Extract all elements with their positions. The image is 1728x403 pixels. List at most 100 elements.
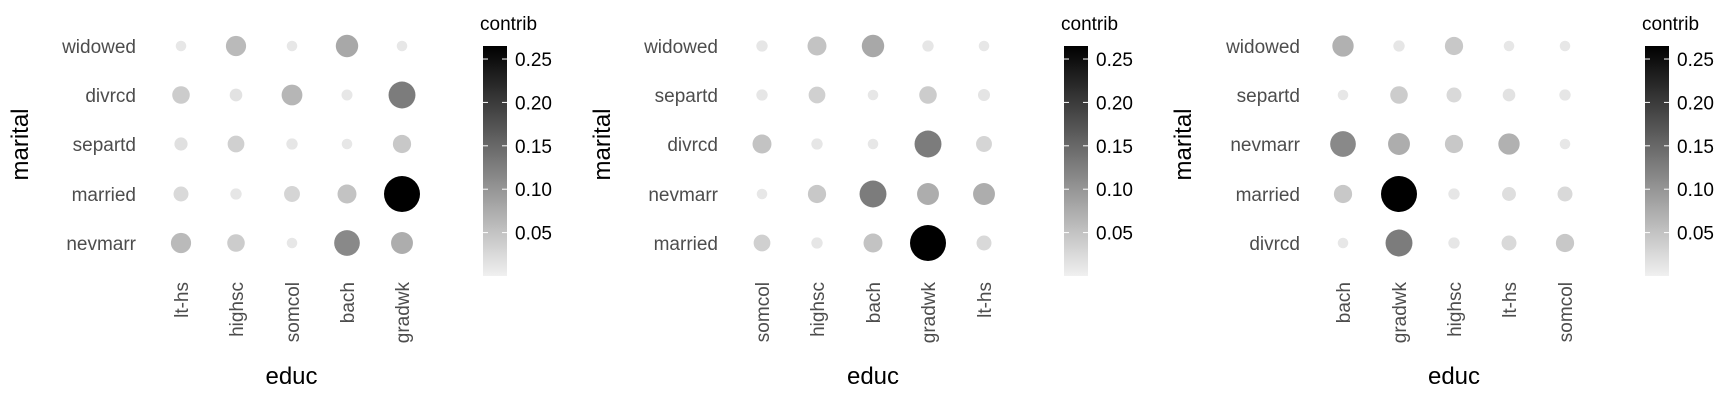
legend-tick-label: 0.10 — [1677, 180, 1714, 201]
balloon-point — [861, 34, 885, 58]
balloon-point — [384, 176, 420, 212]
balloon-point — [173, 186, 189, 202]
x-tick-label: lt-hs — [1500, 282, 1521, 318]
balloon-point — [1332, 35, 1354, 57]
legend-tick-label: 0.05 — [1096, 224, 1133, 245]
legend-tick-label: 0.25 — [515, 50, 552, 71]
y-tick-label: divrcd — [85, 86, 136, 107]
balloon-point — [1448, 237, 1460, 249]
balloon-point — [807, 184, 827, 204]
balloon-point — [1502, 187, 1516, 201]
balloon-point — [229, 88, 243, 102]
balloon-point — [284, 186, 300, 202]
x-axis-title: educ — [1428, 363, 1480, 390]
x-tick-label: bach — [1334, 282, 1355, 323]
x-tick-label: somcol — [1556, 282, 1577, 342]
balloon-point — [286, 138, 298, 150]
balloon-point — [388, 81, 416, 109]
legend-colorbar — [483, 46, 507, 276]
balloon-point — [286, 237, 298, 249]
balloon-point — [922, 40, 934, 52]
balloon-point — [1337, 89, 1349, 101]
legend-tick-label: 0.20 — [1677, 93, 1714, 114]
legend-tick-label: 0.15 — [1096, 137, 1133, 158]
y-tick-label: married — [72, 185, 136, 206]
x-tick-label: highsc — [808, 282, 829, 337]
x-tick-label: highsc — [1445, 282, 1466, 337]
balloon-point — [341, 89, 353, 101]
x-axis-title: educ — [265, 363, 317, 390]
balloon-point — [1393, 40, 1405, 52]
y-axis-title: marital — [589, 108, 616, 180]
balloon-point — [976, 235, 992, 251]
panel-3: widowed separtd nevmarr married divrcd bach gr… — [1170, 14, 1714, 390]
y-tick-label: separtd — [73, 135, 136, 156]
y-tick-label: separtd — [655, 86, 718, 107]
x-tick-label: lt-hs — [975, 282, 996, 318]
x-tick-label: bach — [864, 282, 885, 323]
panel-2: widowed separtd divrcd nevmarr married somcol… — [589, 14, 1133, 390]
balloon-point — [1333, 184, 1353, 204]
x-tick-label: gradwk — [919, 282, 940, 344]
balloon-point — [1559, 40, 1571, 52]
legend-tick-label: 0.20 — [515, 93, 552, 114]
x-tick-label: gradwk — [393, 282, 414, 344]
balloon-point — [227, 234, 245, 252]
y-tick-label: widowed — [61, 37, 136, 58]
balloon-point — [391, 232, 413, 254]
balloon-point — [1502, 88, 1516, 102]
balloon-point — [1503, 40, 1515, 52]
y-tick-label: divrcd — [667, 135, 718, 156]
y-tick-label: nevmarr — [66, 234, 136, 255]
legend-tick-label: 0.25 — [1677, 50, 1714, 71]
x-tick-label: lt-hs — [172, 282, 193, 318]
balloon-point — [752, 134, 772, 154]
balloon-point — [808, 86, 826, 104]
legend-colorbar — [1645, 46, 1669, 276]
y-tick-label: widowed — [643, 37, 718, 58]
y-axis-title: marital — [1170, 108, 1197, 180]
balloon-point — [174, 137, 188, 151]
balloon-point — [335, 34, 359, 58]
legend-tick-label: 0.10 — [1096, 180, 1133, 201]
balloon-point — [756, 40, 768, 52]
balloon-point — [859, 180, 887, 208]
y-tick-label: widowed — [1225, 37, 1300, 58]
x-axis-title: educ — [847, 363, 899, 390]
balloon-point — [396, 40, 408, 52]
legend-tick-label: 0.25 — [1096, 50, 1133, 71]
balloon-point — [977, 88, 991, 102]
y-tick-label: married — [1236, 185, 1300, 206]
legend-tick-label: 0.05 — [1677, 224, 1714, 245]
legend-tick-label: 0.10 — [515, 180, 552, 201]
balloon-point — [175, 40, 187, 52]
balloon-point — [973, 183, 995, 205]
legend-title: contrib — [1061, 14, 1118, 35]
balloon-point — [227, 135, 245, 153]
balloon-point — [286, 40, 298, 52]
balloon-point — [867, 138, 879, 150]
x-tick-label: bach — [338, 282, 359, 323]
balloon-point — [919, 86, 937, 104]
balloon-point — [807, 36, 827, 56]
balloon-point — [1498, 133, 1520, 155]
legend-colorbar — [1064, 46, 1088, 276]
balloon-point — [753, 234, 771, 252]
y-tick-label: married — [654, 234, 718, 255]
balloon-point — [976, 136, 992, 152]
legend-tick-label: 0.15 — [1677, 137, 1714, 158]
balloon-point — [1559, 89, 1571, 101]
legend-title: contrib — [1642, 14, 1699, 35]
balloon-point — [230, 188, 242, 200]
balloon-point — [337, 184, 357, 204]
balloon-point — [756, 89, 768, 101]
balloon-point — [1444, 134, 1464, 154]
balloon-point — [281, 84, 303, 106]
y-tick-label: nevmarr — [648, 185, 718, 206]
balloon-point — [170, 232, 192, 254]
balloon-point — [341, 138, 353, 150]
legend-tick-label: 0.20 — [1096, 93, 1133, 114]
balloon-point — [172, 86, 190, 104]
legend-title: contrib — [480, 14, 537, 35]
